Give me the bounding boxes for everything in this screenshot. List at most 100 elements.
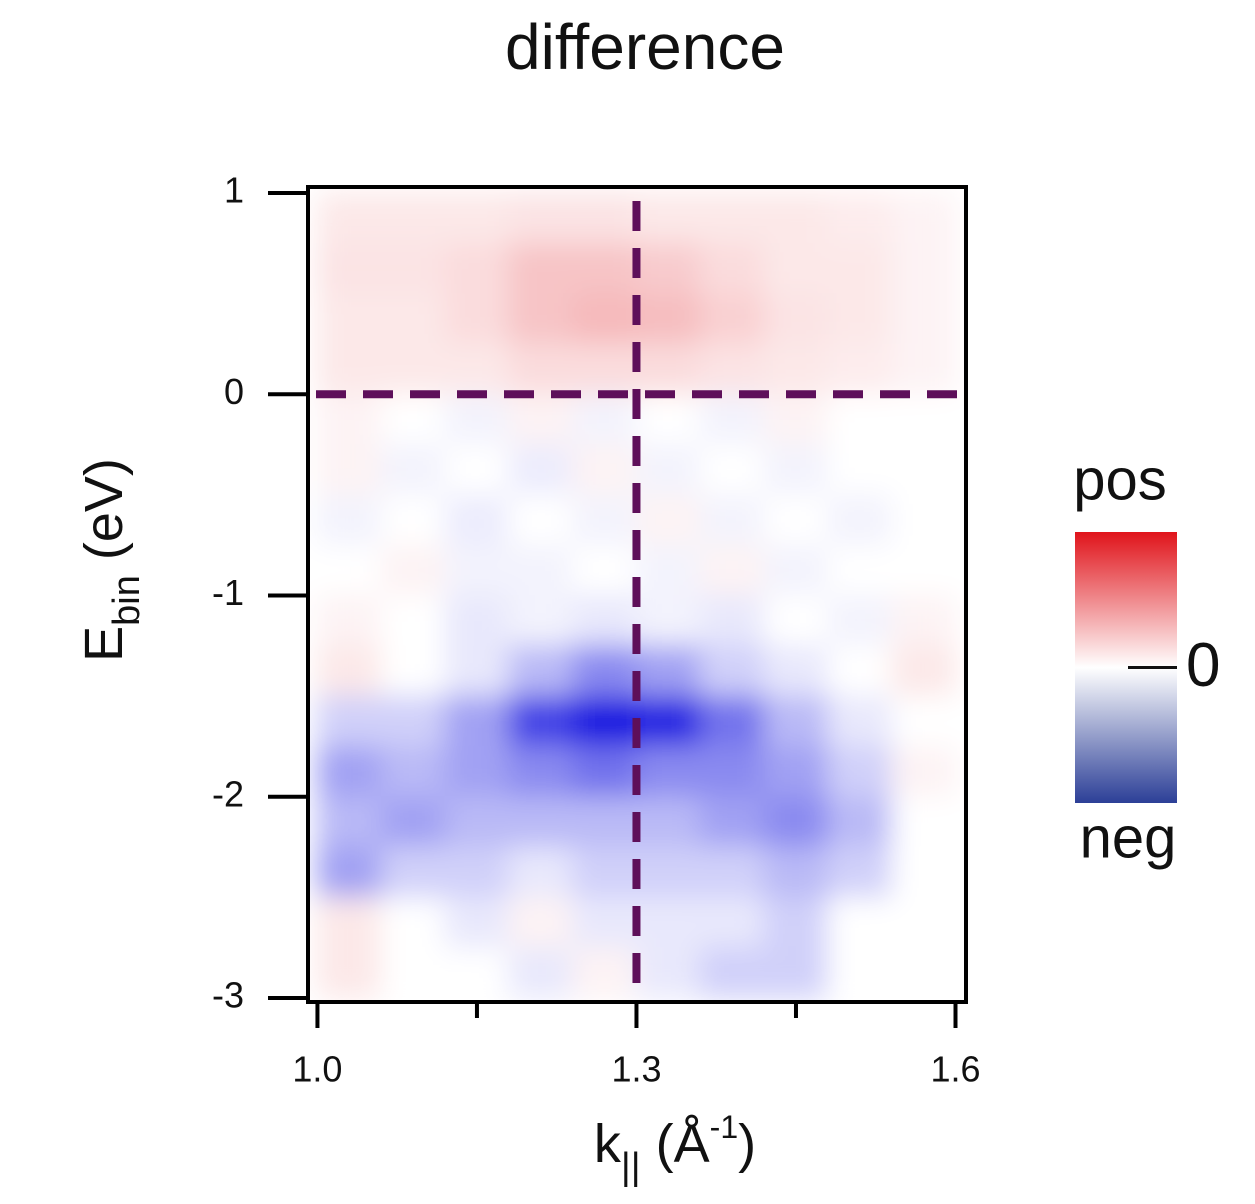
heatmap-cell	[508, 645, 574, 697]
heatmap-cell	[380, 896, 446, 949]
heatmap-cell	[316, 393, 382, 446]
heatmap-cell	[316, 544, 382, 597]
heatmap-cell	[891, 242, 956, 295]
heatmap-cell	[763, 393, 829, 446]
heatmap-cell	[444, 544, 510, 597]
heatmap-cell	[635, 846, 701, 898]
heatmap-cell	[572, 444, 637, 496]
heatmap-cell	[635, 645, 701, 697]
heatmap-cell	[891, 745, 956, 798]
heatmap-cell	[699, 947, 765, 999]
heatmap-cell	[891, 393, 956, 446]
heatmap-cell	[380, 192, 446, 244]
heatmap-cell	[444, 444, 510, 496]
heatmap-cell	[316, 242, 382, 295]
x-tick-label: 1.0	[292, 1049, 342, 1090]
heatmap-cell	[444, 494, 510, 546]
heatmap-cell	[635, 695, 701, 747]
heatmap-cell	[635, 494, 701, 546]
heatmap-cell	[699, 192, 765, 244]
heatmap-cell	[635, 393, 701, 446]
heatmap-cell	[699, 645, 765, 697]
heatmap-cell	[635, 293, 701, 345]
heatmap-cell	[572, 494, 637, 546]
heatmap-cell	[699, 544, 765, 597]
heatmap-cell	[444, 947, 510, 999]
heatmap-cell	[699, 896, 765, 949]
heatmap-cell	[444, 896, 510, 949]
heatmap-cell	[763, 796, 829, 848]
heatmap-cell	[508, 947, 574, 999]
heatmap-cell	[572, 645, 637, 697]
heatmap-cell	[827, 544, 893, 597]
heatmap-cell	[572, 695, 637, 747]
heatmap-cell	[827, 393, 893, 446]
heatmap-cell	[891, 846, 956, 898]
x-label-end: )	[738, 1114, 756, 1174]
heatmap-cell	[572, 293, 637, 345]
heatmap-cell	[508, 444, 574, 496]
heatmap-cell	[891, 192, 956, 244]
heatmap-cell	[444, 846, 510, 898]
heatmap-cell	[572, 846, 637, 898]
heatmap-cell	[891, 595, 956, 647]
heatmap-cell	[763, 695, 829, 747]
heatmap-cell	[316, 444, 382, 496]
heatmap-cell	[635, 192, 701, 244]
heatmap-cell	[444, 595, 510, 647]
heatmap-cell	[508, 745, 574, 798]
heatmap-cell	[699, 242, 765, 295]
heatmap-cell	[316, 846, 382, 898]
heatmap-cell	[635, 745, 701, 798]
heatmap-cell	[635, 947, 701, 999]
heatmap-cell	[635, 796, 701, 848]
heatmap-cell	[316, 896, 382, 949]
heatmap-cell	[508, 393, 574, 446]
heatmap-cell	[827, 947, 893, 999]
heatmap-cell	[572, 393, 637, 446]
heatmap-cell	[316, 695, 382, 747]
heatmap-cell	[827, 444, 893, 496]
heatmap-cell	[699, 444, 765, 496]
heatmap-cell	[508, 544, 574, 597]
heatmap-cell	[827, 192, 893, 244]
heatmap-cell	[380, 494, 446, 546]
heatmap-cell	[508, 796, 574, 848]
heatmap-cell	[827, 645, 893, 697]
heatmap-cell	[827, 293, 893, 345]
heatmap-cell	[444, 695, 510, 747]
heatmap-cell	[763, 947, 829, 999]
heatmap-cell	[508, 695, 574, 747]
heatmap-cell	[572, 745, 637, 798]
heatmap-cell	[699, 595, 765, 647]
heatmap-cell	[827, 242, 893, 295]
heatmap-cell	[891, 896, 956, 949]
heatmap-cell	[891, 544, 956, 597]
heatmap-cell	[891, 796, 956, 848]
colorbar-top-label: pos	[1073, 447, 1167, 512]
heatmap-cell	[380, 393, 446, 446]
heatmap-cell	[572, 242, 637, 295]
x-tick-label: 1.6	[930, 1049, 980, 1090]
y-label-main: E	[74, 626, 134, 662]
heatmap-cell	[827, 343, 893, 395]
heatmap-cell	[508, 293, 574, 345]
heatmap-cell	[635, 343, 701, 395]
heatmap-cell	[827, 846, 893, 898]
heatmap-cell	[635, 896, 701, 949]
chart-title: difference	[505, 11, 785, 83]
heatmap-cell	[572, 947, 637, 999]
heatmap-cell	[699, 695, 765, 747]
heatmap-cell	[763, 846, 829, 898]
heatmap-cell	[508, 595, 574, 647]
heatmap-cell	[380, 695, 446, 747]
heatmap-cell	[635, 595, 701, 647]
heatmap-cell	[763, 293, 829, 345]
heatmap-cell	[444, 645, 510, 697]
heatmap-cell	[316, 947, 382, 999]
heatmap-cell	[699, 745, 765, 798]
heatmap-cell	[444, 293, 510, 345]
y-tick-label: 1	[224, 170, 244, 211]
x-axis-label: k|| (Å-1)	[594, 1109, 756, 1188]
